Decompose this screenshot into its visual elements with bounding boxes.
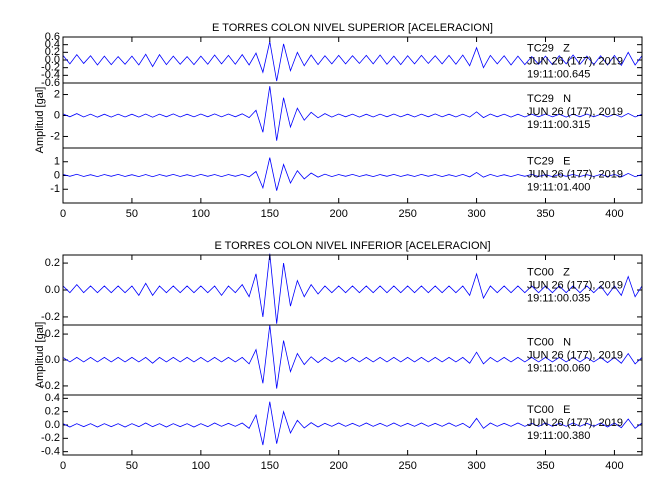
station-label: TC29 N [527, 93, 571, 105]
y-tick-label: 0.0 [45, 284, 60, 296]
x-tick-label: 400 [605, 208, 623, 220]
panel-frame [62, 394, 643, 456]
y-tick-label: 0 [54, 109, 60, 121]
x-tick-label: 100 [192, 460, 210, 472]
y-tick-label: -0.4 [41, 69, 60, 81]
y-axis-label: Amplitud [gal] [34, 87, 46, 154]
y-tick-label: -0.6 [41, 77, 60, 89]
x-tick-label: 50 [126, 208, 138, 220]
x-tick-label: 350 [536, 460, 554, 472]
time-label: 19:11:01.400 [527, 182, 590, 194]
y-tick-label: -0.2 [41, 62, 60, 74]
x-tick-label: 0 [60, 460, 66, 472]
y-tick-label: 0.2 [45, 328, 60, 340]
waveform-trace [62, 401, 643, 446]
time-label: 19:11:00.380 [527, 430, 590, 442]
x-tick-label: 150 [261, 460, 279, 472]
y-tick-label: 0.0 [45, 419, 60, 431]
y-tick-label: 0.4 [45, 392, 60, 404]
date-label: JUN 26 (177), 2019 [527, 279, 623, 291]
y-tick-label: 0.0 [45, 354, 60, 366]
x-tick-label: 100 [192, 208, 210, 220]
station-label: TC00 N [527, 336, 571, 348]
x-tick-label: 300 [467, 208, 485, 220]
x-tick-label: 400 [605, 460, 623, 472]
chart-title: E TORRES COLON NIVEL INFERIOR [ACELERACI… [214, 240, 490, 252]
y-tick-label: 0.2 [45, 406, 60, 418]
y-tick-label: -1 [50, 183, 60, 195]
date-label: JUN 26 (177), 2019 [527, 349, 623, 361]
x-tick-label: 250 [398, 460, 416, 472]
x-tick-label: 350 [536, 208, 554, 220]
time-label: 19:11:00.645 [527, 68, 590, 80]
waveform-trace [62, 324, 643, 389]
panel-frame [62, 147, 643, 204]
x-tick-label: 300 [467, 460, 485, 472]
station-label: TC00 Z [527, 266, 570, 278]
x-tick-label: 50 [126, 460, 138, 472]
station-label: TC00 E [527, 404, 570, 416]
station-label: TC29 Z [527, 42, 570, 54]
waveform-trace [62, 157, 643, 191]
y-axis-label: Amplitud [gal] [34, 322, 46, 389]
x-tick-label: 0 [60, 208, 66, 220]
y-tick-label: -0.2 [41, 311, 60, 323]
x-tick-label: 200 [330, 460, 348, 472]
y-tick-label: 2 [54, 88, 60, 100]
y-tick-label: 0.2 [45, 257, 60, 269]
x-tick-label: 150 [261, 208, 279, 220]
station-label: TC29 E [527, 156, 570, 168]
date-label: JUN 26 (177), 2019 [527, 106, 623, 118]
y-tick-label: 0.4 [45, 39, 60, 51]
date-label: JUN 26 (177), 2019 [527, 417, 623, 429]
y-tick-label: -0.2 [41, 380, 60, 392]
x-tick-label: 200 [330, 208, 348, 220]
chart-title: E TORRES COLON NIVEL SUPERIOR [ACELERACI… [212, 22, 493, 34]
date-label: JUN 26 (177), 2019 [527, 169, 623, 181]
y-tick-label: 0.6 [45, 31, 60, 43]
time-label: 19:11:00.060 [527, 362, 590, 374]
time-label: 19:11:00.315 [527, 119, 590, 131]
y-tick-label: 1 [54, 156, 60, 168]
y-tick-label: -2 [50, 130, 60, 142]
waveform-trace [62, 253, 643, 324]
time-label: 19:11:00.035 [527, 292, 590, 304]
y-tick-label: 0.0 [45, 54, 60, 66]
y-tick-label: 0 [54, 169, 60, 181]
y-tick-label: 0.2 [45, 46, 60, 58]
date-label: JUN 26 (177), 2019 [527, 55, 623, 67]
waveform-trace [62, 86, 643, 141]
y-tick-label: -0.4 [41, 446, 60, 458]
y-tick-label: -0.2 [41, 432, 60, 444]
waveform-trace [62, 41, 643, 82]
x-tick-label: 250 [398, 208, 416, 220]
